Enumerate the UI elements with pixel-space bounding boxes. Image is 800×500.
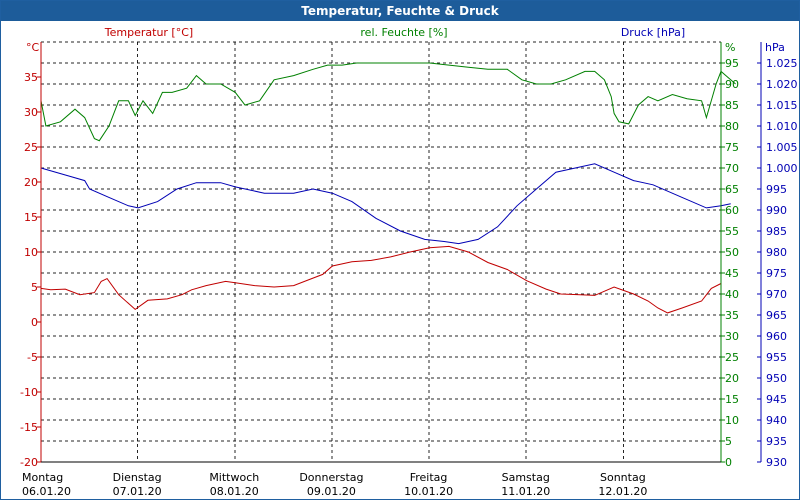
- humidity-tick-label: 0: [725, 456, 732, 469]
- x-tick-day-label: Samstag: [502, 471, 550, 484]
- grid: [41, 41, 721, 462]
- temperature-tick-label: -15: [20, 421, 38, 434]
- pressure-tick-label: 985: [766, 225, 787, 238]
- pressure-tick-label: 930: [766, 456, 787, 469]
- humidity-tick-label: 20: [725, 372, 739, 385]
- humidity-unit-label: %: [725, 41, 735, 54]
- humidity-tick-label: 30: [725, 330, 739, 343]
- humidity-axis-label: rel. Feuchte [%]: [360, 26, 447, 39]
- x-tick-day-label: Mittwoch: [209, 471, 259, 484]
- temperature-line: [40, 245, 722, 314]
- temperature-tick-label: 20: [24, 176, 38, 189]
- temperature-axis-label: Temperatur [°C]: [104, 26, 193, 39]
- temperature-tick-label: -5: [27, 351, 38, 364]
- humidity-tick-label: 5: [725, 435, 732, 448]
- humidity-tick-label: 45: [725, 267, 739, 280]
- axes: 35302520151050-5-10-15-20959085807570656…: [20, 42, 798, 498]
- series: [40, 62, 736, 314]
- x-tick-day-label: Sonntag: [600, 471, 646, 484]
- temperature-tick-label: 35: [24, 71, 38, 84]
- temperature-tick-label: 25: [24, 141, 38, 154]
- x-tick-date-label: 06.01.20: [22, 485, 71, 498]
- humidity-tick-label: 90: [725, 78, 739, 91]
- pressure-tick-label: 950: [766, 372, 787, 385]
- chart-title: Temperatur, Feuchte & Druck: [1, 1, 799, 21]
- pressure-tick-label: 970: [766, 288, 787, 301]
- pressure-tick-label: 975: [766, 267, 787, 280]
- humidity-tick-label: 50: [725, 246, 739, 259]
- pressure-tick-label: 995: [766, 183, 787, 196]
- temperature-tick-label: 10: [24, 246, 38, 259]
- x-tick-day-label: Montag: [22, 471, 63, 484]
- pressure-tick-label: 1.005: [766, 141, 798, 154]
- pressure-tick-label: 1.015: [766, 99, 798, 112]
- temperature-tick-label: -10: [20, 386, 38, 399]
- pressure-tick-label: 940: [766, 414, 787, 427]
- x-tick-date-label: 08.01.20: [210, 485, 259, 498]
- temperature-tick-label: 5: [31, 281, 38, 294]
- humidity-line: [40, 62, 736, 142]
- humidity-tick-label: 70: [725, 162, 739, 175]
- pressure-tick-label: 1.010: [766, 120, 798, 133]
- pressure-tick-label: 980: [766, 246, 787, 259]
- pressure-tick-label: 990: [766, 204, 787, 217]
- humidity-tick-label: 55: [725, 225, 739, 238]
- x-tick-date-label: 09.01.20: [307, 485, 356, 498]
- x-tick-date-label: 11.01.20: [501, 485, 550, 498]
- humidity-tick-label: 10: [725, 414, 739, 427]
- temperature-tick-label: 15: [24, 211, 38, 224]
- humidity-tick-label: 60: [725, 204, 739, 217]
- temperature-tick-label: 0: [31, 316, 38, 329]
- x-tick-day-label: Dienstag: [113, 471, 162, 484]
- pressure-tick-label: 965: [766, 309, 787, 322]
- humidity-tick-label: 85: [725, 99, 739, 112]
- pressure-tick-label: 960: [766, 330, 787, 343]
- humidity-tick-label: 15: [725, 393, 739, 406]
- pressure-tick-label: 935: [766, 435, 787, 448]
- temperature-tick-label: -20: [20, 456, 38, 469]
- humidity-tick-label: 80: [725, 120, 739, 133]
- pressure-tick-label: 1.000: [766, 162, 798, 175]
- temperature-unit-label: °C: [26, 41, 40, 54]
- humidity-tick-label: 95: [725, 57, 739, 70]
- pressure-tick-label: 1.020: [766, 78, 798, 91]
- x-tick-date-label: 07.01.20: [113, 485, 162, 498]
- humidity-tick-label: 25: [725, 351, 739, 364]
- humidity-tick-label: 75: [725, 141, 739, 154]
- humidity-tick-label: 65: [725, 183, 739, 196]
- x-tick-day-label: Freitag: [410, 471, 448, 484]
- pressure-tick-label: 1.025: [766, 57, 798, 70]
- humidity-tick-label: 40: [725, 288, 739, 301]
- pressure-tick-label: 945: [766, 393, 787, 406]
- x-tick-day-label: Donnerstag: [299, 471, 363, 484]
- pressure-axis-label: Druck [hPa]: [621, 26, 685, 39]
- temperature-tick-label: 30: [24, 106, 38, 119]
- pressure-line: [40, 163, 731, 245]
- x-tick-date-label: 12.01.20: [598, 485, 647, 498]
- pressure-tick-label: 955: [766, 351, 787, 364]
- pressure-unit-label: hPa: [765, 41, 785, 54]
- x-tick-date-label: 10.01.20: [404, 485, 453, 498]
- humidity-tick-label: 35: [725, 309, 739, 322]
